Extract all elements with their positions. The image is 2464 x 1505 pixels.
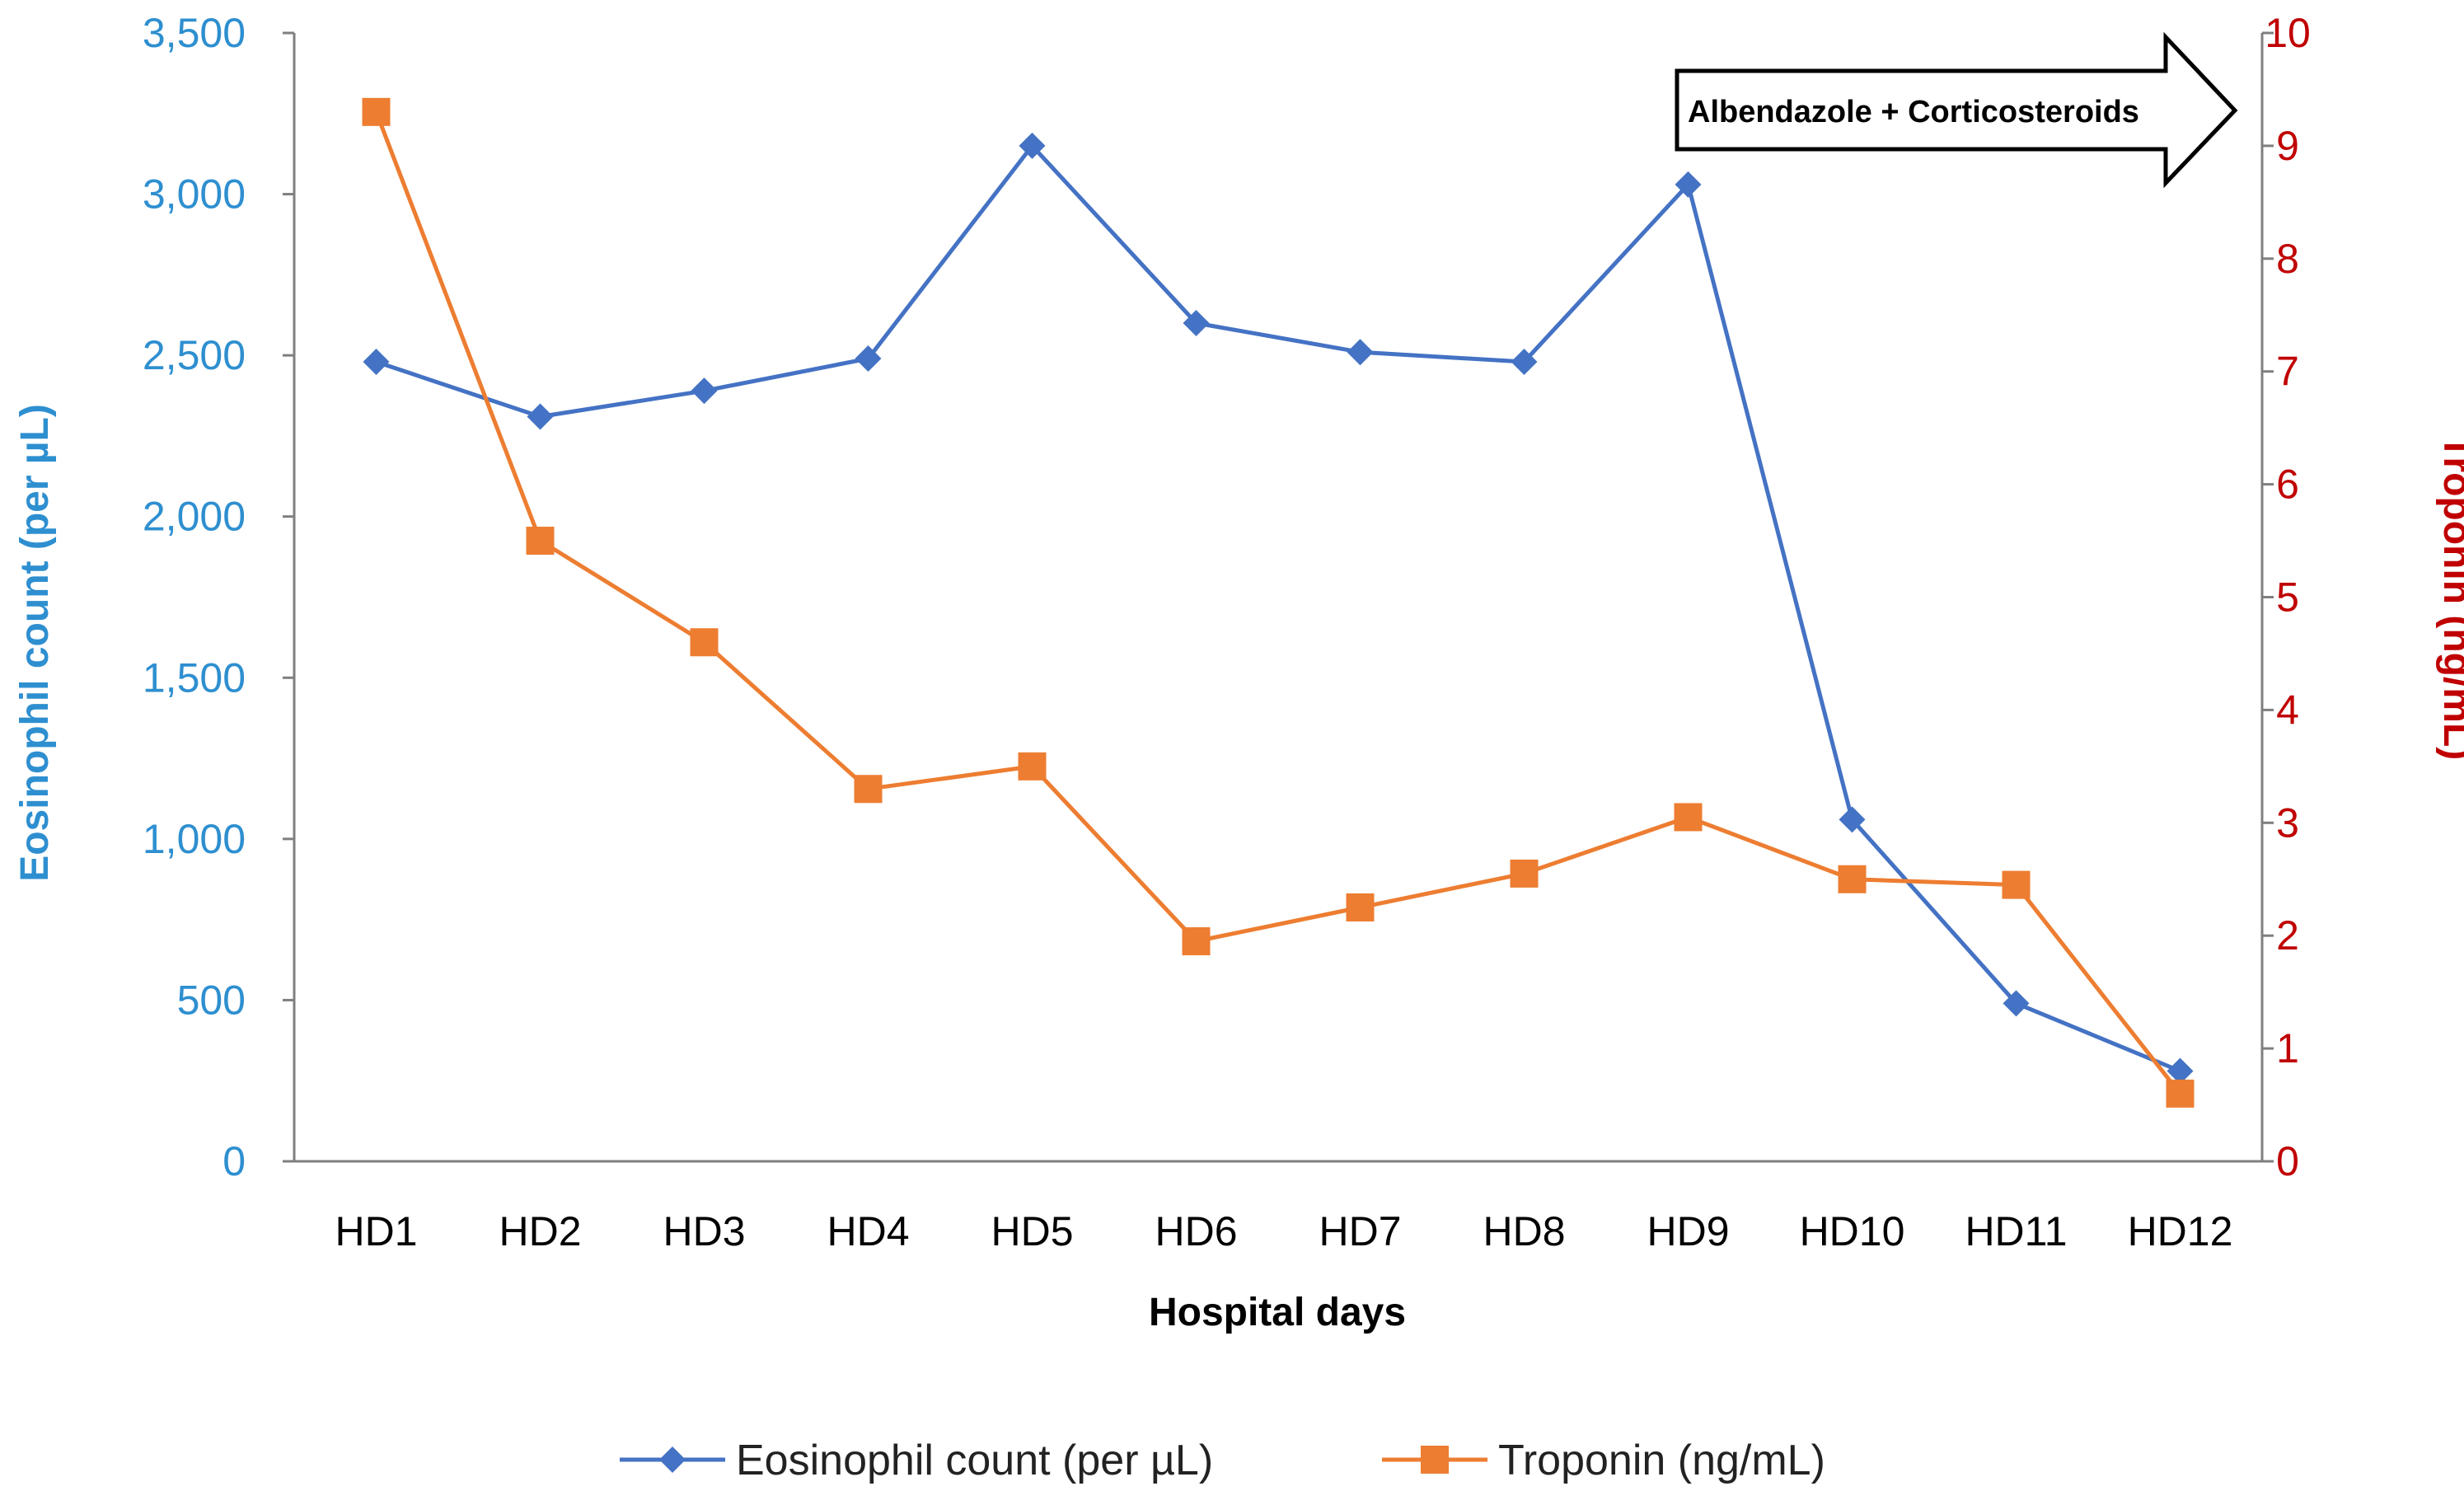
troponin-data-point bbox=[1510, 859, 1539, 888]
right-tick-label: 9 bbox=[2276, 123, 2299, 169]
x-tick-label: HD2 bbox=[499, 1208, 581, 1254]
eosinophil-data-point bbox=[1183, 310, 1210, 337]
eosinophil-data-point bbox=[2003, 990, 2030, 1017]
troponin-data-point bbox=[1018, 752, 1047, 781]
troponin-data-point bbox=[1674, 803, 1703, 832]
right-tick-label: 4 bbox=[2276, 687, 2299, 733]
x-tick-label: HD9 bbox=[1647, 1208, 1729, 1254]
right-axis-ticks: 0 1 2 3 4 5 6 7 8 9 10 bbox=[2262, 10, 2311, 1184]
x-axis-ticks: HD1 HD2 HD3 HD4 HD5 HD6 HD7 HD8 HD9 HD10 HD11 HD12 bbox=[335, 1208, 2232, 1254]
eosinophil-data-point bbox=[363, 348, 390, 375]
annotation-arrow: Albendazole + Corticosteroids bbox=[1675, 31, 2238, 189]
left-axis-title: Eosinophil count (per µL) bbox=[13, 404, 57, 882]
eosinophil-data-point bbox=[1839, 806, 1866, 833]
x-tick-label: HD4 bbox=[827, 1208, 909, 1254]
troponin-data-point bbox=[1346, 893, 1375, 921]
legend-troponin-label: Troponin (ng/mL) bbox=[1498, 1437, 1825, 1484]
x-tick-label: HD10 bbox=[1800, 1208, 1905, 1254]
series-layer bbox=[362, 97, 2195, 1108]
right-tick-label: 1 bbox=[2276, 1025, 2299, 1071]
troponin-data-point bbox=[526, 527, 555, 556]
eosinophil-data-point bbox=[1511, 348, 1538, 375]
x-tick-label: HD11 bbox=[1965, 1208, 2067, 1254]
x-tick-label: HD3 bbox=[663, 1208, 745, 1254]
x-axis-title: Hospital days bbox=[1149, 1291, 1406, 1334]
legend-eosinophil-marker bbox=[659, 1446, 686, 1473]
left-tick-label: 500 bbox=[177, 977, 246, 1023]
left-tick-label: 0 bbox=[223, 1138, 246, 1184]
treatment-annotation-label: Albendazole + Corticosteroids bbox=[1688, 95, 2139, 129]
troponin-data-point bbox=[2002, 870, 2031, 899]
x-tick-label: HD1 bbox=[335, 1208, 417, 1254]
eosinophil-data-point bbox=[855, 345, 882, 373]
troponin-data-point bbox=[854, 775, 883, 804]
eosinophil-series-line bbox=[375, 143, 2181, 1073]
troponin-data-point bbox=[362, 97, 391, 126]
treatment-arrow-shape bbox=[1675, 31, 2238, 189]
x-tick-label: HD5 bbox=[991, 1208, 1073, 1254]
right-axis-title: Troponin (ng/mL) bbox=[2435, 435, 2464, 761]
eosinophil-data-point bbox=[2167, 1057, 2194, 1085]
axes bbox=[293, 33, 2264, 1163]
left-tick-label: 2,500 bbox=[143, 332, 246, 378]
troponin-data-point bbox=[1838, 865, 1867, 893]
right-tick-label: 5 bbox=[2276, 574, 2299, 621]
right-tick-label: 3 bbox=[2276, 799, 2299, 846]
right-tick-label: 10 bbox=[2265, 10, 2311, 56]
eosinophil-data-point bbox=[1347, 339, 1374, 366]
eosinophil-data-point bbox=[691, 377, 718, 405]
left-tick-label: 3,500 bbox=[143, 10, 246, 56]
left-axis-ticks: 0 500 1,000 1,500 2,000 2,500 3,000 3,500 bbox=[143, 10, 294, 1184]
x-tick-label: HD12 bbox=[2128, 1208, 2233, 1254]
left-tick-label: 1,500 bbox=[143, 654, 246, 701]
left-tick-label: 3,000 bbox=[143, 171, 246, 218]
troponin-data-point bbox=[2166, 1079, 2195, 1108]
legend-eosinophil-label: Eosinophil count (per µL) bbox=[736, 1437, 1213, 1484]
right-tick-label: 7 bbox=[2276, 349, 2299, 395]
eosinophil-data-point bbox=[527, 403, 554, 430]
legend: Eosinophil count (per µL) Troponin (ng/m… bbox=[620, 1437, 1825, 1484]
right-tick-label: 0 bbox=[2276, 1138, 2299, 1184]
troponin-series-line bbox=[374, 110, 2182, 1095]
troponin-data-point bbox=[690, 628, 719, 657]
x-tick-label: HD6 bbox=[1155, 1208, 1237, 1254]
x-tick-label: HD7 bbox=[1319, 1208, 1401, 1254]
eosinophil-data-point bbox=[1019, 132, 1046, 159]
right-tick-label: 8 bbox=[2276, 236, 2299, 282]
right-tick-label: 2 bbox=[2276, 912, 2299, 959]
x-tick-label: HD8 bbox=[1483, 1208, 1565, 1254]
left-tick-label: 2,000 bbox=[143, 494, 246, 540]
eosinophil-data-point bbox=[1675, 171, 1702, 198]
right-tick-label: 6 bbox=[2276, 462, 2299, 508]
legend-troponin-marker bbox=[1421, 1446, 1449, 1474]
left-tick-label: 1,000 bbox=[143, 816, 246, 862]
troponin-data-point bbox=[1182, 927, 1211, 956]
